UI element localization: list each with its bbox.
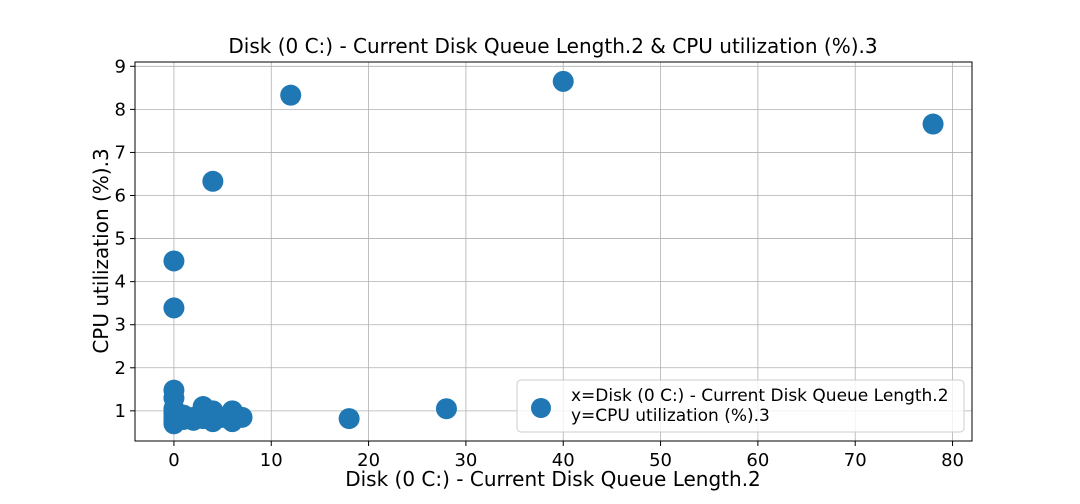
y-tick-label: 8	[115, 99, 126, 120]
legend-label-y: y=CPU utilization (%).3	[571, 406, 770, 426]
x-tick-label: 40	[552, 450, 575, 471]
x-tick-label: 20	[357, 450, 380, 471]
data-point	[552, 70, 574, 92]
data-point	[435, 398, 457, 420]
y-axis-ticks: 1 2 3 4 5 6 7 8 9	[115, 56, 135, 422]
plot-area-frame	[134, 61, 973, 442]
x-tick-label: 30	[454, 450, 477, 471]
y-tick-label: 1	[115, 401, 126, 422]
x-tick-label: 10	[260, 450, 283, 471]
data-point	[163, 250, 185, 272]
y-tick-label: 6	[115, 186, 126, 207]
y-tick-label: 5	[115, 229, 126, 250]
x-axis-ticks: 0 10 20 30 40 50 60 70 80	[168, 441, 964, 471]
x-tick-label: 0	[168, 450, 179, 471]
x-axis-title: Disk (0 C:) - Current Disk Queue Length.…	[345, 467, 761, 491]
y-tick-label: 7	[115, 142, 126, 163]
x-tick-label: 70	[844, 450, 867, 471]
data-point	[163, 297, 185, 319]
y-axis-title: CPU utilization (%).3	[89, 148, 113, 353]
x-tick-label: 60	[746, 450, 769, 471]
legend-label-x: x=Disk (0 C:) - Current Disk Queue Lengt…	[571, 386, 949, 406]
data-points	[163, 70, 944, 435]
grid-lines	[135, 62, 972, 441]
y-tick-label: 4	[115, 272, 126, 293]
data-point	[922, 113, 944, 135]
data-point	[280, 84, 302, 106]
legend-box	[516, 379, 965, 433]
x-tick-label: 80	[941, 450, 964, 471]
x-tick-label: 50	[649, 450, 672, 471]
chart-title: Disk (0 C:) - Current Disk Queue Length.…	[228, 34, 877, 58]
y-tick-label: 2	[115, 358, 126, 379]
y-tick-label: 3	[115, 315, 126, 336]
y-tick-label: 9	[115, 56, 126, 77]
data-point	[338, 408, 360, 430]
data-point	[202, 170, 224, 192]
data-point	[231, 406, 253, 428]
legend-marker	[531, 398, 551, 418]
legend: x=Disk (0 C:) - Current Disk Queue Lengt…	[516, 379, 965, 433]
